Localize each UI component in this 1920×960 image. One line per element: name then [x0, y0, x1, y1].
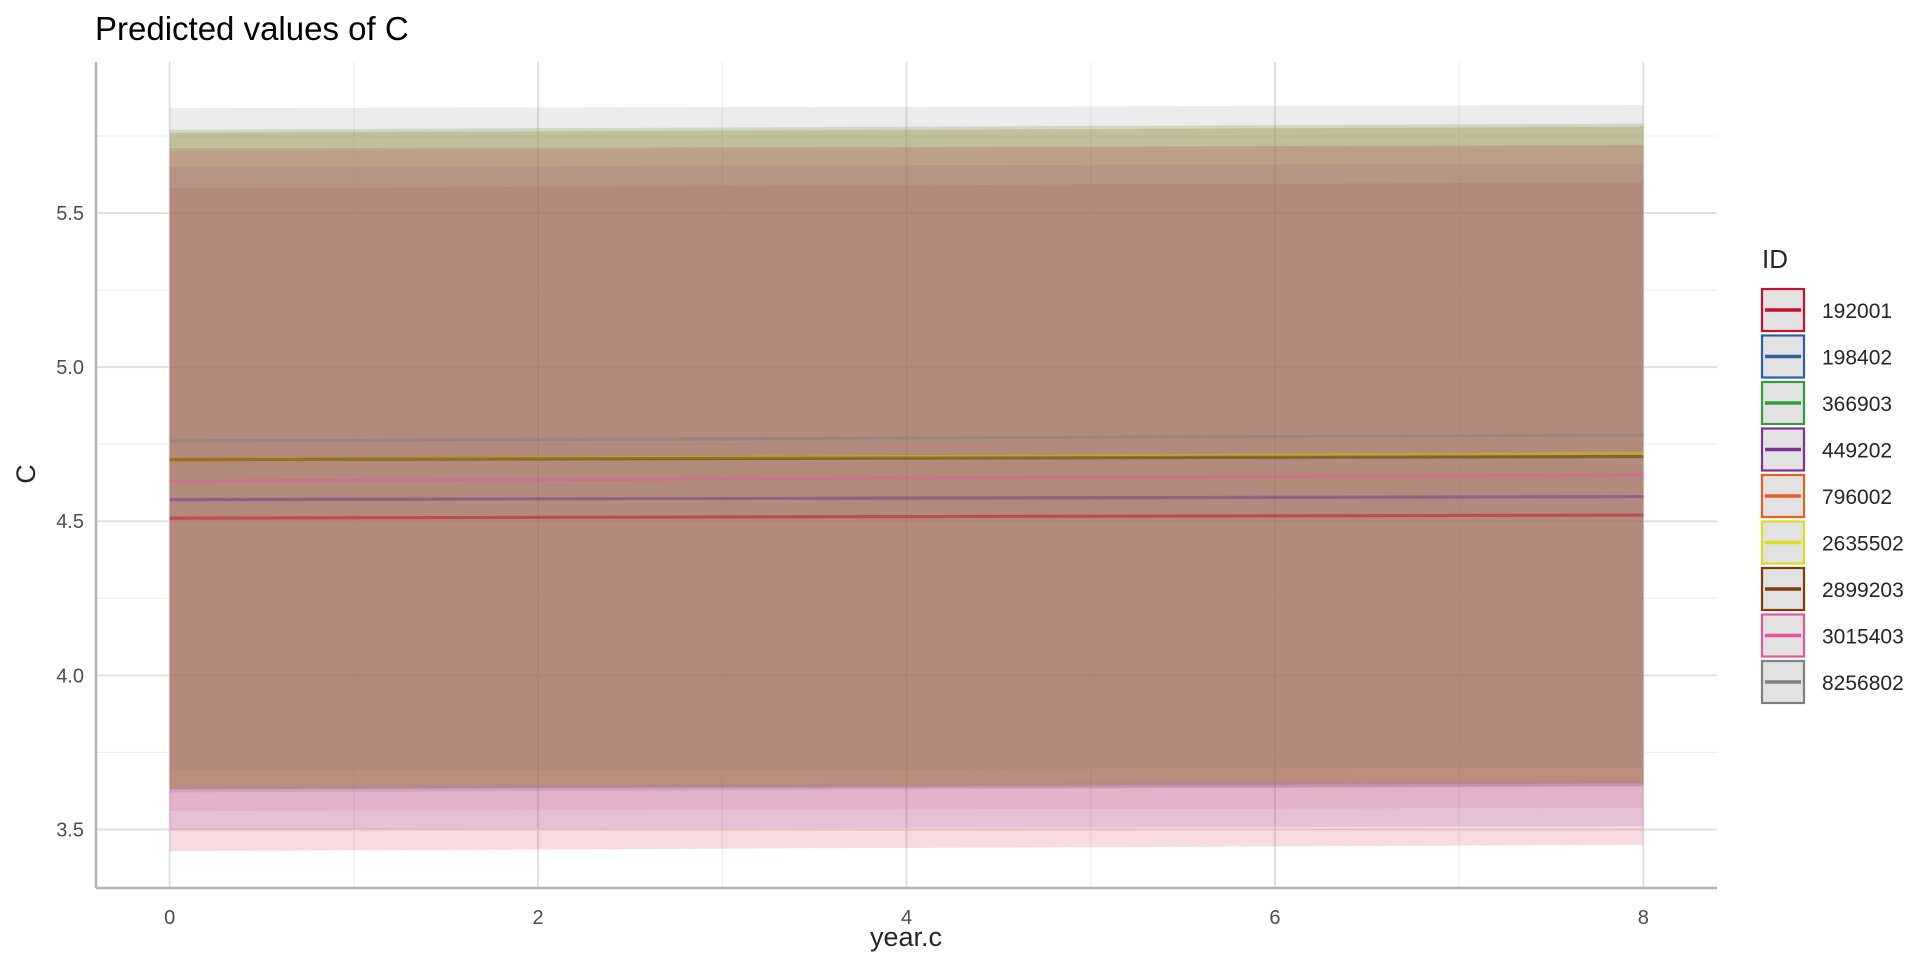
y-axis-ticks: 3.5 4.0 4.5 5.0 5.5 [56, 203, 84, 841]
chart-title: Predicted values of C [95, 10, 409, 47]
x-axis-ticks: 0 2 4 6 8 [164, 907, 1649, 929]
confidence-bands [169, 105, 1644, 852]
legend-label: 2899203 [1822, 579, 1904, 602]
y-tick-label: 3.5 [56, 819, 84, 841]
legend-label: 449202 [1822, 440, 1892, 463]
x-axis-title: year.c [870, 922, 942, 952]
y-axis-title: C [11, 464, 41, 484]
series-lines [169, 433, 1644, 520]
legend-item-2899203: 2899203 [1760, 566, 1904, 612]
x-tick-label: 6 [1269, 907, 1280, 929]
legend-label: 366903 [1822, 393, 1892, 416]
series-line-2899203 [169, 454, 1644, 462]
legend-label: 198402 [1822, 347, 1892, 370]
series-line-192001 [169, 513, 1644, 520]
legend-title: ID [1762, 244, 1788, 274]
legend: ID 192001 198402 366903 449202 796002 2635502… [1760, 244, 1904, 705]
ci-band-2899203 [169, 145, 1644, 790]
legend-label: 2635502 [1822, 533, 1904, 556]
x-tick-label: 0 [164, 907, 175, 929]
legend-item-192001: 192001 [1760, 287, 1892, 333]
series-line-3015403 [169, 473, 1644, 483]
legend-item-449202: 449202 [1760, 427, 1892, 472]
legend-item-198402: 198402 [1760, 334, 1892, 379]
gridlines [96, 62, 1717, 888]
y-tick-label: 5.5 [56, 203, 84, 225]
x-tick-label: 2 [533, 907, 544, 929]
y-tick-label: 5.0 [56, 357, 84, 379]
y-tick-label: 4.5 [56, 511, 84, 533]
x-tick-label: 8 [1638, 907, 1649, 929]
legend-item-796002: 796002 [1760, 473, 1892, 519]
series-line-8256802 [169, 433, 1644, 443]
legend-item-366903: 366903 [1760, 380, 1892, 426]
legend-item-8256802: 8256802 [1760, 659, 1904, 705]
legend-label: 796002 [1822, 486, 1892, 509]
legend-item-3015403: 3015403 [1760, 613, 1904, 658]
legend-item-2635502: 2635502 [1760, 520, 1904, 565]
legend-label: 3015403 [1822, 626, 1904, 649]
series-line-449202 [169, 494, 1644, 502]
legend-label: 8256802 [1822, 672, 1904, 695]
x-tick-label: 4 [901, 907, 912, 929]
legend-label: 192001 [1822, 300, 1892, 323]
y-tick-label: 4.0 [56, 665, 84, 687]
